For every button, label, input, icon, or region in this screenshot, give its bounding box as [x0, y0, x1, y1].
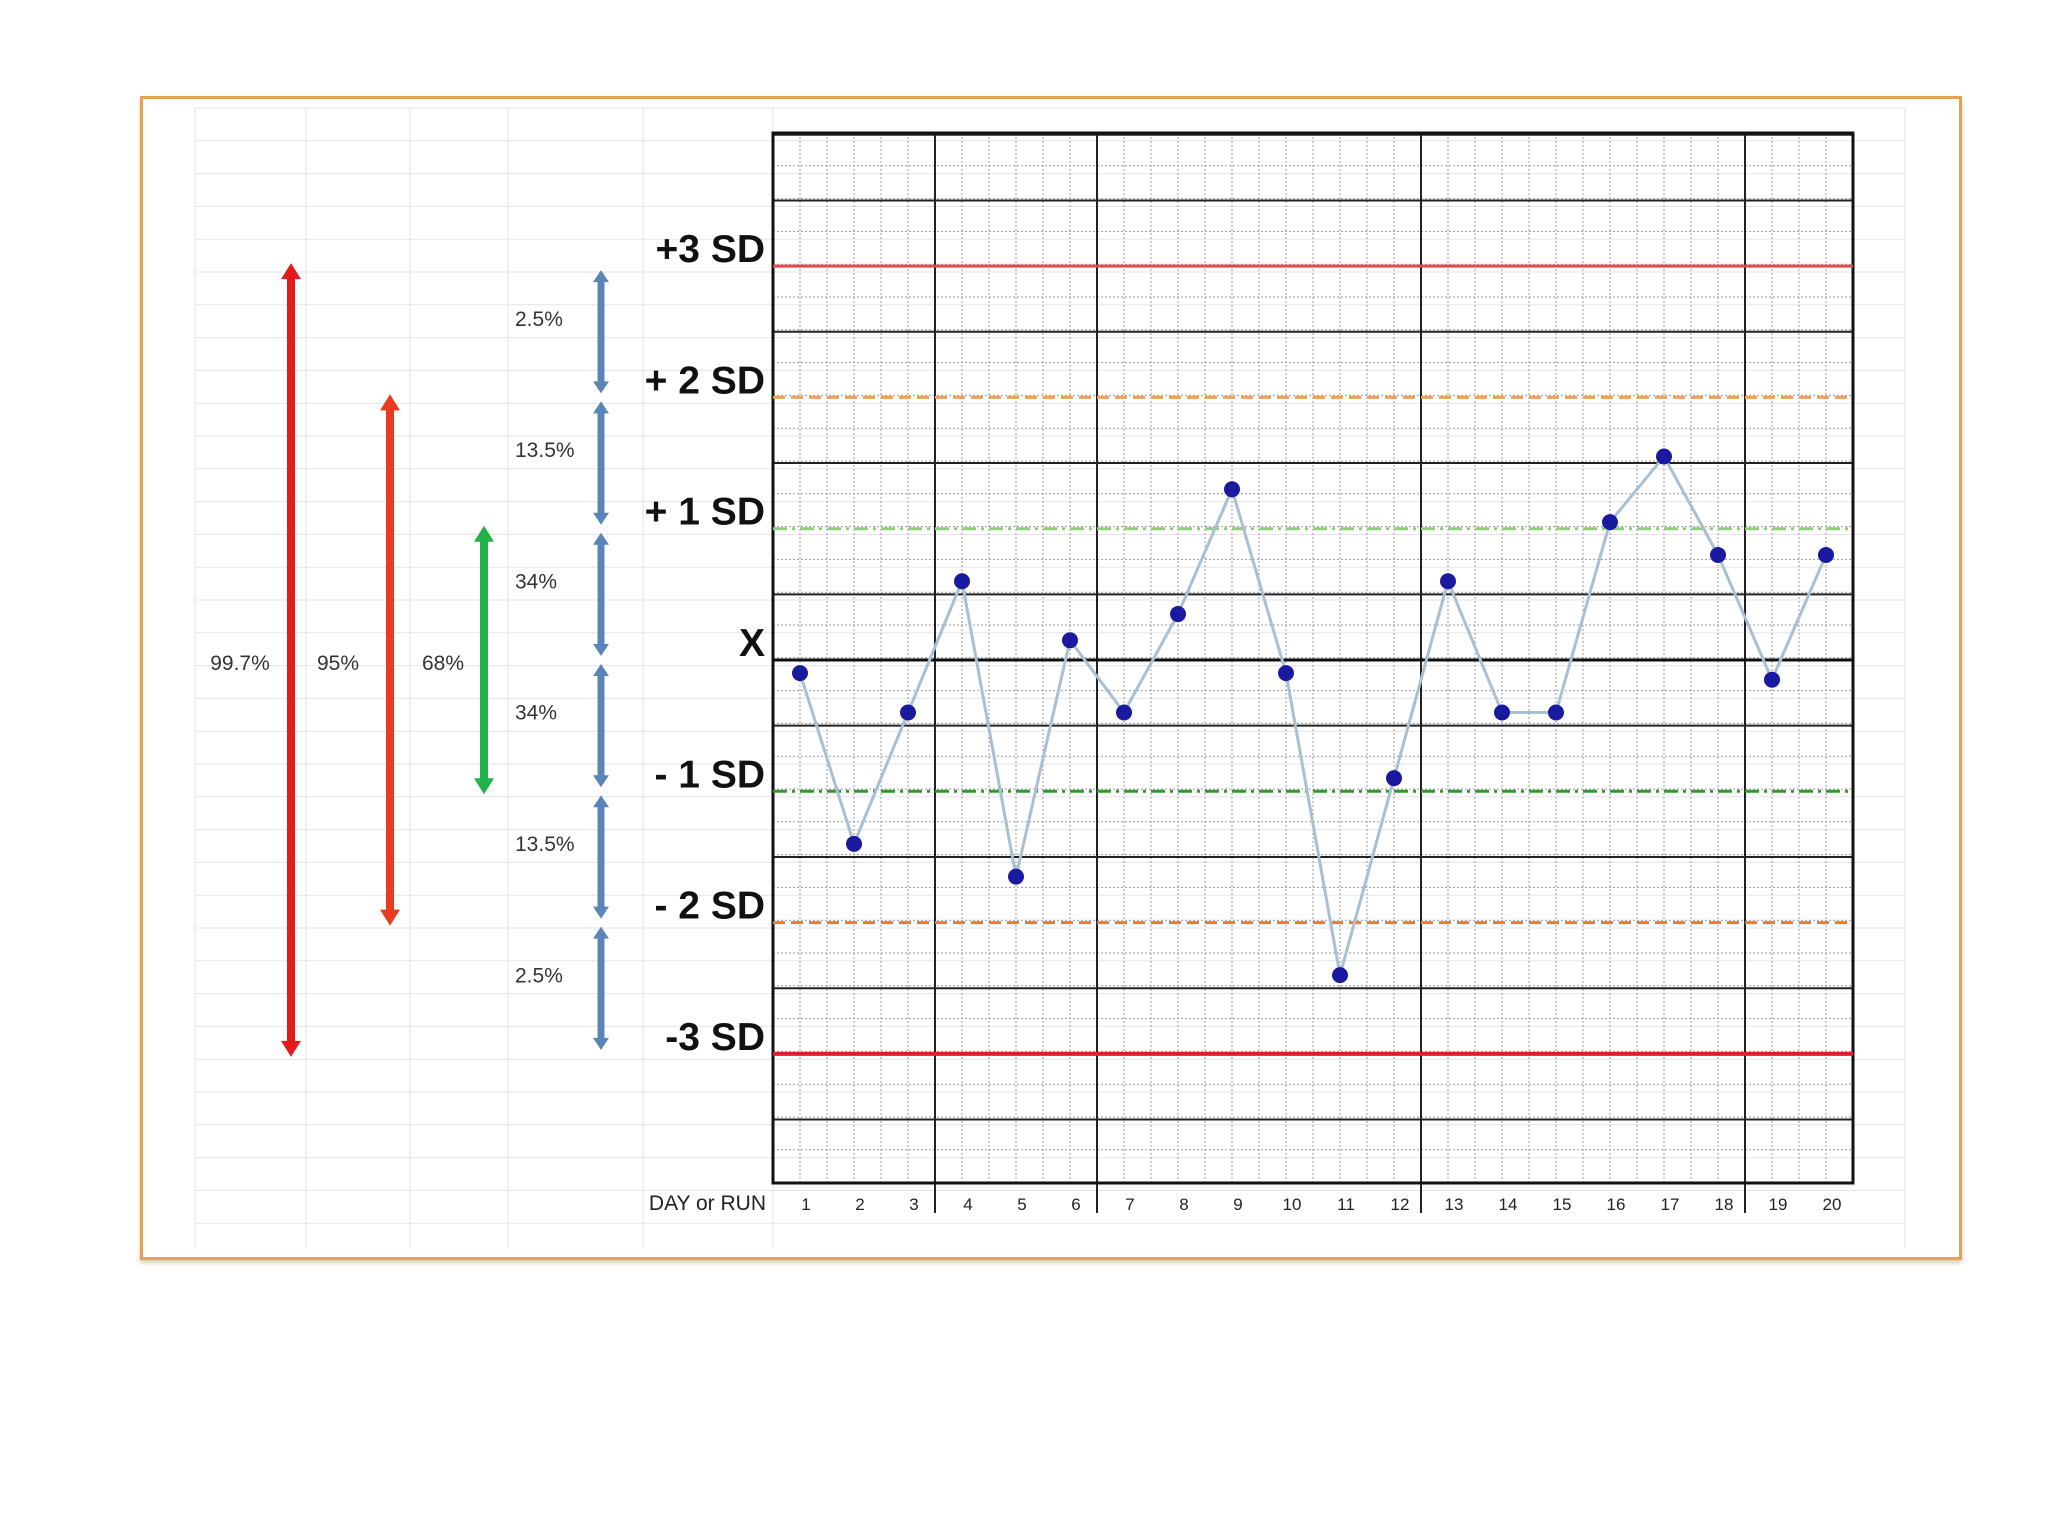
x-tick-label: 16 [1607, 1195, 1626, 1214]
plot-border [771, 131, 1855, 1185]
band-label-1: 13.5% [515, 439, 575, 462]
x-tick-label: 14 [1499, 1195, 1518, 1214]
chart-frame [140, 96, 1962, 1260]
series-line [798, 453, 1828, 976]
band-arrow-head [593, 775, 609, 788]
x-tick-label: 5 [1017, 1195, 1026, 1214]
x-axis-label: DAY or RUN [649, 1192, 766, 1215]
coverage-arrow-0 [281, 263, 301, 1057]
data-point-6 [1062, 632, 1078, 649]
data-point-8 [1170, 606, 1186, 623]
data-point-15 [1548, 704, 1564, 721]
band-arrow-head [593, 906, 609, 919]
coverage-arrow-2 [474, 525, 494, 795]
band-arrow-head [593, 644, 609, 656]
spreadsheet-grid [194, 107, 1906, 1248]
band-arrow-head [593, 795, 609, 808]
data-point-2 [846, 835, 862, 852]
x-tick-label: 15 [1553, 1195, 1572, 1214]
band-label-0: 2.5% [515, 308, 563, 331]
band-arrow-head [593, 664, 609, 676]
x-tick-label: 20 [1823, 1195, 1842, 1214]
x-tick-label: 11 [1337, 1195, 1355, 1214]
x-tick-label: 13 [1445, 1195, 1464, 1214]
data-point-10 [1278, 665, 1294, 682]
x-tick-label: 7 [1125, 1195, 1134, 1214]
control-label-6: -3 SD [665, 1016, 765, 1059]
band-label-5: 2.5% [515, 964, 563, 987]
data-point-16 [1602, 514, 1618, 531]
coverage-arrow-1 [380, 394, 400, 926]
band-arrow-head [593, 926, 609, 939]
x-tick-label: 3 [909, 1195, 918, 1214]
x-tick-label: 2 [855, 1195, 864, 1214]
band-arrow-head [593, 381, 609, 394]
plot-grid [772, 132, 1854, 1213]
data-point-7 [1116, 704, 1132, 721]
data-point-17 [1656, 448, 1672, 465]
data-point-14 [1494, 704, 1510, 721]
control-label-2: + 1 SD [645, 491, 765, 534]
band-arrow-5 [593, 926, 609, 1050]
coverage-arrow-head [380, 394, 400, 411]
coverage-arrow-head [380, 909, 400, 926]
x-tick-label: 17 [1661, 1195, 1680, 1214]
band-arrow-4 [593, 795, 609, 919]
x-tick-label: 9 [1233, 1195, 1242, 1214]
control-label-5: - 2 SD [654, 885, 765, 928]
band-label-2: 34% [515, 570, 557, 593]
band-arrow-head [593, 270, 609, 283]
control-label-1: + 2 SD [645, 359, 765, 402]
x-tick-label: 4 [963, 1195, 972, 1214]
x-tick-label: 6 [1071, 1195, 1080, 1214]
data-point-3 [900, 704, 916, 721]
coverage-arrow-head [281, 263, 301, 280]
coverage-arrow-head [474, 778, 494, 795]
x-tick-label: 12 [1391, 1195, 1410, 1214]
data-point-13 [1440, 573, 1456, 590]
data-point-19 [1764, 671, 1780, 688]
coverage-label-1: 95% [317, 652, 359, 675]
x-tick-label: 10 [1283, 1195, 1302, 1214]
data-point-12 [1386, 770, 1402, 787]
control-label-3: X [739, 622, 765, 665]
x-tick-label: 18 [1715, 1195, 1734, 1214]
coverage-label-0: 99.7% [210, 652, 270, 675]
control-label-4: - 1 SD [654, 753, 765, 796]
data-point-4 [954, 573, 970, 590]
data-point-5 [1008, 868, 1024, 885]
band-arrow-head [593, 512, 609, 525]
band-arrow-2 [593, 532, 609, 656]
control-label-0: +3 SD [656, 228, 765, 271]
band-arrow-head [593, 401, 609, 414]
coverage-label-2: 68% [422, 652, 464, 675]
coverage-arrow-head [474, 525, 494, 542]
data-point-1 [792, 665, 808, 682]
band-arrow-3 [593, 664, 609, 788]
data-point-11 [1332, 967, 1348, 984]
x-tick-label: 19 [1769, 1195, 1788, 1214]
coverage-arrow-head [281, 1040, 301, 1057]
band-arrow-0 [593, 270, 609, 394]
x-tick-label: 1 [801, 1195, 810, 1214]
band-label-3: 34% [515, 702, 557, 725]
data-point-20 [1818, 546, 1834, 563]
band-arrow-head [593, 1037, 609, 1050]
x-tick-label: 8 [1179, 1195, 1188, 1214]
band-label-4: 13.5% [515, 833, 575, 856]
data-point-18 [1710, 546, 1726, 563]
band-arrow-1 [593, 401, 609, 525]
data-point-9 [1224, 481, 1240, 498]
band-arrow-head [593, 532, 609, 545]
